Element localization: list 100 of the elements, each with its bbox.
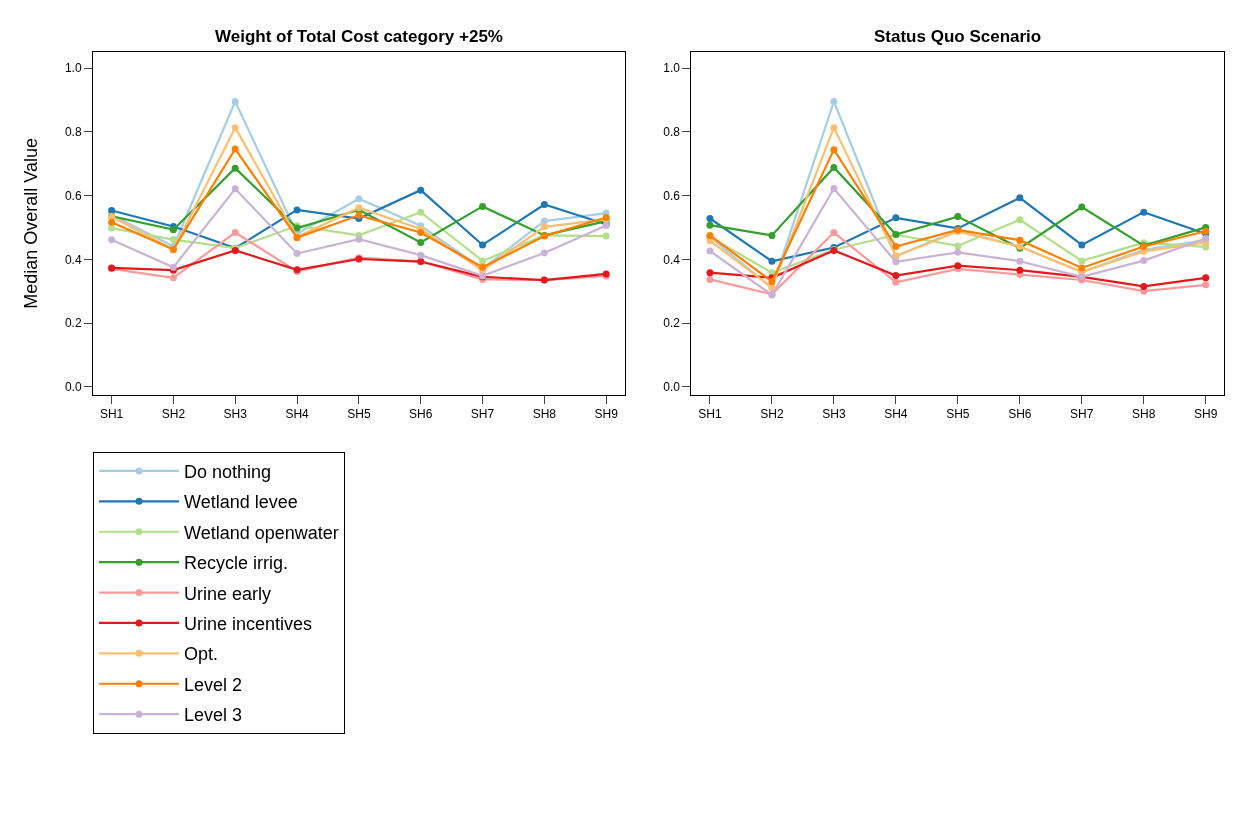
point (417, 251, 425, 259)
point (479, 202, 487, 210)
point (540, 249, 548, 257)
point (830, 146, 838, 154)
point (479, 241, 487, 249)
point (355, 235, 363, 243)
point (830, 229, 838, 237)
x-tick-label: SH1 (99, 407, 124, 422)
point (1016, 194, 1024, 202)
point (768, 231, 776, 239)
point (706, 215, 714, 222)
y-tick-label: 0.0 (663, 380, 681, 395)
point (830, 185, 838, 193)
point (355, 195, 363, 203)
point (1016, 236, 1024, 244)
y-tick-label: 1.0 (663, 61, 681, 76)
point (293, 206, 301, 214)
x-tick-label: SH3 (822, 407, 846, 422)
legend-label: Level 3 (184, 705, 243, 726)
point (830, 164, 838, 171)
x-tick-label: SH8 (532, 407, 557, 422)
point (1078, 241, 1086, 249)
point (954, 242, 962, 250)
point (169, 226, 177, 234)
legend-label: Recycle irrig. (184, 553, 289, 574)
point (1140, 208, 1148, 216)
x-tick-label: SH3 (223, 407, 248, 422)
point (540, 223, 548, 231)
legend-label: Level 2 (184, 674, 243, 695)
point (1140, 257, 1148, 265)
point (169, 236, 177, 244)
point (479, 257, 487, 265)
point (830, 124, 838, 132)
legend-label: Wetland levee (184, 492, 298, 513)
point (231, 229, 239, 237)
point (954, 248, 962, 256)
point (1078, 264, 1086, 272)
point (706, 275, 714, 283)
legend-label: Urine early (184, 583, 272, 604)
y-tick-label: 0.6 (64, 188, 82, 203)
x-tick-label: SH9 (1194, 407, 1218, 422)
chart-title: Weight of Total Cost category +25% (215, 27, 503, 46)
point (892, 243, 900, 251)
point (417, 238, 425, 246)
point (1016, 216, 1024, 224)
y-tick-label: 0.6 (663, 188, 681, 203)
y-tick-label: 0.2 (64, 316, 82, 331)
x-tick-label: SH4 (285, 407, 310, 422)
point (892, 258, 900, 266)
point (1140, 282, 1148, 290)
y-tick-label: 1.0 (64, 61, 82, 76)
y-tick-label: 0.0 (64, 380, 82, 395)
point (231, 185, 239, 193)
point (830, 98, 838, 105)
point (1078, 257, 1086, 265)
point (231, 164, 239, 172)
point (231, 145, 239, 153)
x-tick-label: SH6 (1008, 407, 1032, 422)
legend-label: Do nothing (184, 461, 272, 482)
y-axis-title: Median Overall Value (21, 138, 42, 309)
y-tick-label: 0.4 (64, 252, 82, 267)
x-tick-label: SH1 (698, 407, 722, 422)
point (892, 214, 900, 222)
x-tick-label: SH4 (884, 407, 908, 422)
point (108, 218, 116, 226)
point (1078, 203, 1086, 211)
point (293, 250, 301, 258)
x-tick-label: SH5 (946, 407, 970, 422)
point (706, 221, 714, 229)
x-tick-label: SH5 (347, 407, 371, 422)
y-tick-label: 0.8 (64, 125, 82, 139)
x-tick-label: SH2 (760, 407, 784, 422)
point (231, 124, 239, 132)
x-tick-label: SH9 (594, 407, 619, 422)
x-tick-label: SH7 (1070, 407, 1094, 422)
point (169, 274, 177, 282)
point (1016, 266, 1024, 274)
point (954, 213, 962, 221)
point (1202, 274, 1210, 282)
chart-title: Status Quo Scenario (874, 27, 1042, 46)
point (108, 236, 116, 244)
point (417, 229, 425, 237)
point (1016, 257, 1024, 265)
point (231, 98, 239, 105)
point (768, 257, 776, 265)
y-tick-label: 0.2 (663, 316, 681, 331)
point (540, 200, 548, 208)
x-tick-label: SH8 (1132, 407, 1156, 422)
point (108, 224, 116, 232)
x-tick-label: SH6 (409, 407, 433, 422)
point (355, 211, 363, 219)
legend-label: Wetland openwater (184, 522, 339, 543)
y-tick-label: 0.8 (663, 125, 681, 139)
point (417, 208, 425, 216)
legend-label: Urine incentives (184, 613, 313, 634)
point (768, 278, 776, 286)
point (892, 278, 900, 286)
point (602, 232, 610, 240)
point (417, 186, 425, 194)
legend-label: Opt. (184, 644, 219, 665)
